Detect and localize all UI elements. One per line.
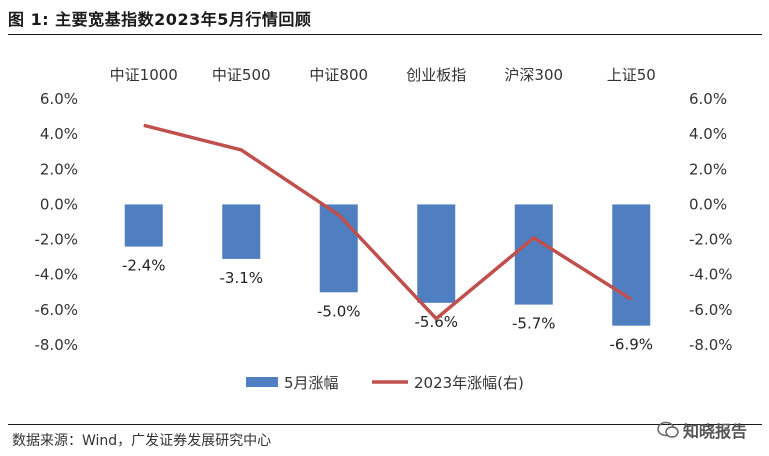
right-tick-label: -6.0% (689, 301, 733, 319)
footer-rule (8, 424, 762, 425)
right-tick-label: 2.0% (689, 160, 727, 178)
left-axis-ticks: 6.0% 4.0% 2.0% 0.0% -2.0% -4.0% -6.0% -8.0% (34, 90, 78, 354)
bar-data-label: -5.0% (317, 302, 361, 320)
bar-data-label: -6.9% (609, 336, 653, 354)
bar (612, 204, 651, 326)
bar (514, 204, 553, 305)
chart: 6.0% 4.0% 2.0% 0.0% -2.0% -4.0% -6.0% -8.0% 6.0… (34, 66, 733, 392)
chat-bubble-icon (657, 421, 679, 438)
line-series (143, 123, 633, 321)
bar-series (124, 204, 651, 326)
left-tick-label: -8.0% (34, 336, 78, 354)
left-tick-label: 6.0% (40, 90, 78, 108)
category-label: 中证500 (212, 66, 271, 84)
bar (319, 204, 358, 293)
left-tick-label: 2.0% (40, 160, 78, 178)
left-tick-label: 4.0% (40, 125, 78, 143)
legend-bar-swatch (246, 377, 278, 387)
bar (222, 204, 261, 259)
title-rule (8, 34, 762, 35)
category-label: 创业板指 (406, 66, 466, 84)
legend-line-label: 2023年涨幅(右) (414, 374, 524, 392)
bar (124, 204, 163, 247)
left-tick-label: -4.0% (34, 266, 78, 284)
left-tick-label: -6.0% (34, 301, 78, 319)
right-tick-label: 4.0% (689, 125, 727, 143)
watermark-text: 知晓报告 (682, 422, 747, 441)
right-tick-label: -2.0% (689, 231, 733, 249)
legend: 5月涨幅 2023年涨幅(右) (246, 374, 524, 392)
left-tick-label: -2.0% (34, 231, 78, 249)
bar-data-label: -3.1% (219, 269, 263, 287)
category-labels: 中证1000 中证500 中证800 创业板指 沪深300 上证50 (110, 66, 656, 84)
category-label: 中证1000 (110, 66, 178, 84)
left-tick-label: 0.0% (40, 195, 78, 213)
category-label: 沪深300 (504, 66, 563, 84)
right-tick-label: 0.0% (689, 195, 727, 213)
legend-bar-label: 5月涨幅 (284, 374, 339, 392)
bar-data-labels: -2.4% -3.1% -5.0% -5.6% -5.7% -6.9% (122, 257, 653, 354)
line-path (143, 123, 633, 321)
bar-data-label: -5.6% (414, 313, 458, 331)
watermark: 知晓报告 (657, 418, 747, 442)
right-tick-label: -8.0% (689, 336, 733, 354)
source-note: 数据来源：Wind，广发证券发展研究中心 (12, 433, 272, 449)
category-label: 上证50 (607, 66, 656, 84)
bar-data-label: -2.4% (122, 257, 166, 275)
right-axis-ticks: 6.0% 4.0% 2.0% 0.0% -2.0% -4.0% -6.0% -8.0% (689, 90, 733, 354)
figure-title: 图 1: 主要宽基指数2023年5月行情回顾 (8, 10, 312, 29)
category-label: 中证800 (309, 66, 368, 84)
bar (417, 204, 456, 303)
right-tick-label: 6.0% (689, 90, 727, 108)
right-tick-label: -4.0% (689, 266, 733, 284)
bar-data-label: -5.7% (512, 315, 556, 333)
